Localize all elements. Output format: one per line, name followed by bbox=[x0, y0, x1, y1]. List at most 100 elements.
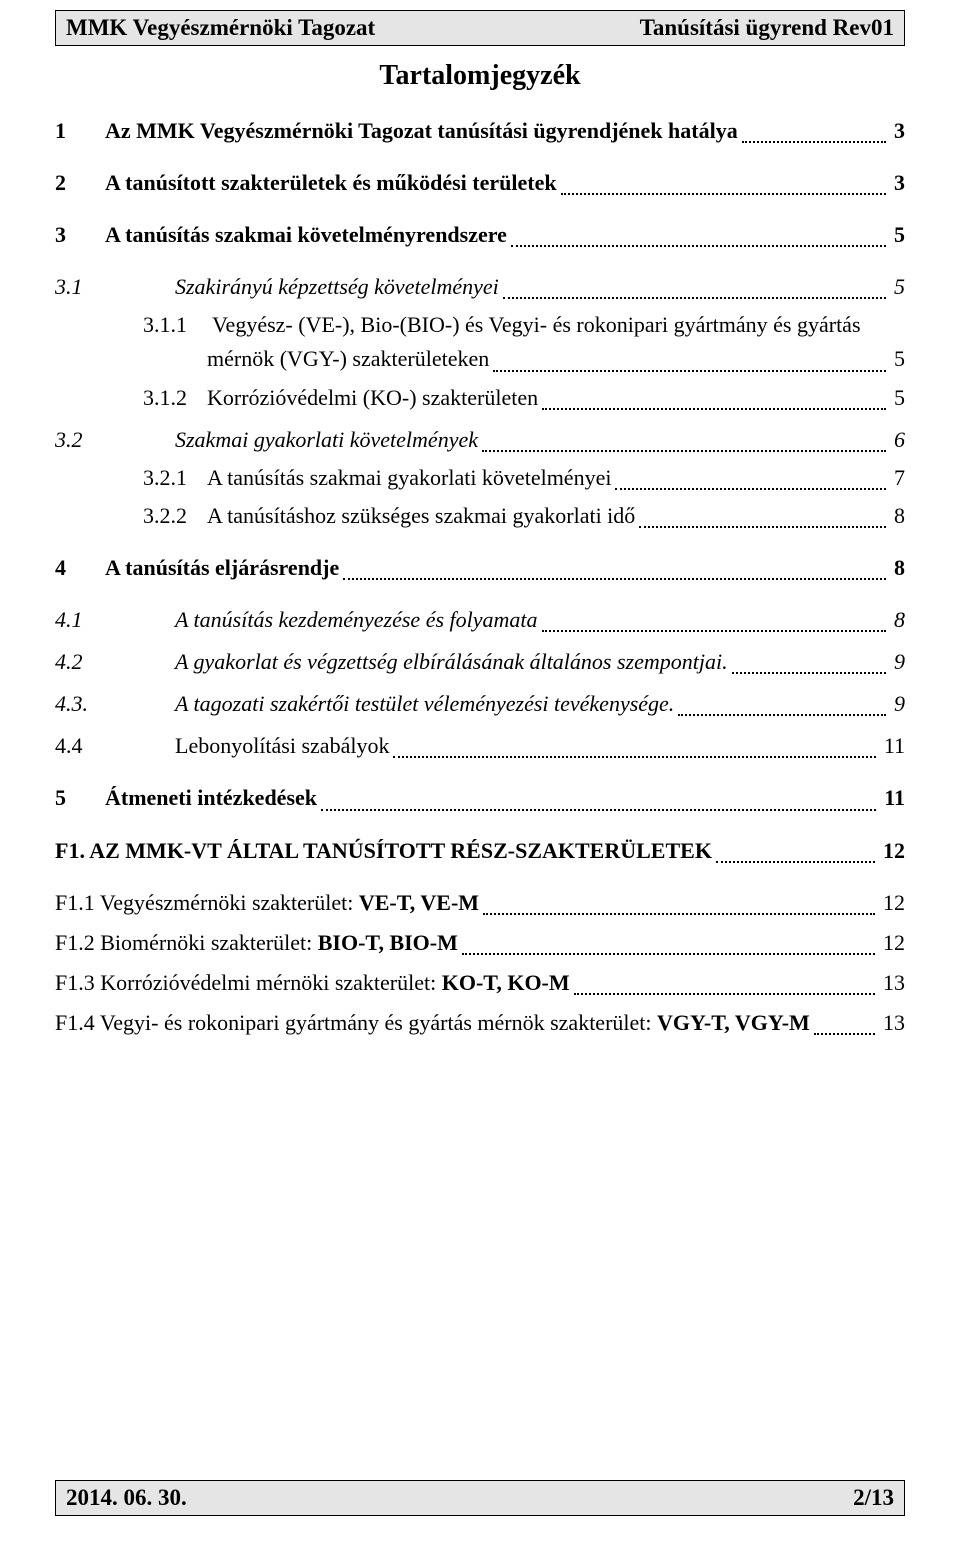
toc-number: 3.2.2 bbox=[143, 499, 207, 533]
toc-label: Szakmai gyakorlati követelmények bbox=[175, 423, 478, 457]
toc-page: 11 bbox=[880, 729, 905, 763]
toc-page: 5 bbox=[890, 270, 905, 304]
appendix-bold: BIO-T, BIO-M bbox=[318, 930, 458, 955]
appendix-label: F1.4 Vegyi- és rokonipari gyártmány és g… bbox=[55, 1006, 810, 1040]
toc-page: 13 bbox=[879, 966, 905, 1000]
toc-number: 3.1.2 bbox=[143, 381, 207, 415]
appendix-bold: VE-T, VE-M bbox=[359, 890, 479, 915]
toc-entry-3-1: 3.1 Szakirányú képzettség követelményei … bbox=[55, 270, 905, 304]
toc-label: A tanúsítás kezdeményezése és folyamata bbox=[175, 603, 538, 637]
toc-number: 3 bbox=[55, 218, 105, 252]
toc-leader bbox=[482, 450, 886, 452]
toc-page: 12 bbox=[879, 886, 905, 920]
toc-entry-3-2-2: 3.2.2 A tanúsításhoz szükséges szakmai g… bbox=[55, 499, 905, 533]
page: MMK Vegyészmérnöki Tagozat Tanúsítási üg… bbox=[0, 0, 960, 1554]
toc-label: Az MMK Vegyészmérnöki Tagozat tanúsítási… bbox=[105, 114, 738, 148]
toc-page: 12 bbox=[879, 834, 905, 868]
toc-leader bbox=[462, 953, 875, 955]
toc-page: 5 bbox=[890, 342, 905, 376]
toc-label: Lebonyolítási szabályok bbox=[175, 729, 389, 763]
toc-label: Átmeneti intézkedések bbox=[105, 781, 317, 815]
appendix-f1: F1. AZ MMK-VT ÁLTAL TANÚSÍTOTT RÉSZ-SZAK… bbox=[55, 834, 905, 868]
toc-entry-2: 2 A tanúsított szakterületek és működési… bbox=[55, 166, 905, 200]
toc-number: 4.3. bbox=[55, 687, 175, 721]
toc-leader bbox=[393, 756, 875, 758]
footer-date: 2014. 06. 30. bbox=[66, 1485, 187, 1511]
toc-leader bbox=[639, 526, 886, 528]
toc-leader bbox=[574, 993, 875, 995]
toc-number: 5 bbox=[55, 781, 105, 815]
toc-label: mérnök (VGY-) szakterületeken bbox=[207, 342, 489, 376]
toc-leader bbox=[321, 809, 876, 811]
toc-label: Szakirányú képzettség követelményei bbox=[175, 270, 499, 304]
toc-entry-4-2: 4.2 A gyakorlat és végzettség elbírálásá… bbox=[55, 645, 905, 679]
toc-number: 3.2.1 bbox=[143, 461, 207, 495]
toc-leader bbox=[511, 245, 886, 247]
appendix-prefix: F1.3 Korrózióvédelmi mérnöki szakterület… bbox=[55, 970, 442, 995]
appendix-bold: VGY-T, VGY-M bbox=[657, 1010, 810, 1035]
toc-page: 3 bbox=[890, 114, 905, 148]
appendix-label: F1. AZ MMK-VT ÁLTAL TANÚSÍTOTT RÉSZ-SZAK… bbox=[55, 834, 712, 868]
toc-entry-3: 3 A tanúsítás szakmai követelményrendsze… bbox=[55, 218, 905, 252]
appendix-f1-3: F1.3 Korrózióvédelmi mérnöki szakterület… bbox=[55, 966, 905, 1000]
toc-entry-4-4: 4.4 Lebonyolítási szabályok 11 bbox=[55, 729, 905, 763]
toc-leader bbox=[343, 578, 886, 580]
toc-leader bbox=[678, 714, 886, 716]
toc-number: 3.1 bbox=[55, 270, 175, 304]
toc-leader bbox=[742, 141, 886, 143]
toc-leader bbox=[732, 672, 886, 674]
toc-entry-3-1-1: 3.1.1 Vegyész- (VE-), Bio-(BIO-) és Vegy… bbox=[55, 308, 905, 376]
toc-page: 8 bbox=[890, 603, 905, 637]
toc-number: 2 bbox=[55, 166, 105, 200]
appendix-prefix: F1.4 Vegyi- és rokonipari gyártmány és g… bbox=[55, 1010, 657, 1035]
toc-leader bbox=[542, 408, 886, 410]
page-footer: 2014. 06. 30. 2/13 bbox=[55, 1480, 905, 1516]
toc-leader bbox=[615, 488, 886, 490]
toc-leader bbox=[483, 913, 875, 915]
appendix-label: F1.1 Vegyészmérnöki szakterület: VE-T, V… bbox=[55, 886, 479, 920]
page-header: MMK Vegyészmérnöki Tagozat Tanúsítási üg… bbox=[55, 10, 905, 46]
toc-number: 4.1 bbox=[55, 603, 175, 637]
header-right: Tanúsítási ügyrend Rev01 bbox=[640, 15, 894, 41]
toc-entry-4-1: 4.1 A tanúsítás kezdeményezése és folyam… bbox=[55, 603, 905, 637]
toc-leader bbox=[814, 1033, 875, 1035]
toc-entry-1: 1 Az MMK Vegyészmérnöki Tagozat tanúsítá… bbox=[55, 114, 905, 148]
toc-leader bbox=[542, 630, 886, 632]
toc-page: 6 bbox=[890, 423, 905, 457]
appendix-f1-1: F1.1 Vegyészmérnöki szakterület: VE-T, V… bbox=[55, 886, 905, 920]
toc-page: 5 bbox=[890, 218, 905, 252]
toc-page: 5 bbox=[890, 381, 905, 415]
toc-entry-3-2-1: 3.2.1 A tanúsítás szakmai gyakorlati köv… bbox=[55, 461, 905, 495]
toc-page: 7 bbox=[890, 461, 905, 495]
toc-entry-5: 5 Átmeneti intézkedések 11 bbox=[55, 781, 905, 815]
appendix-prefix: F1.1 Vegyészmérnöki szakterület: bbox=[55, 890, 359, 915]
appendix-block: F1. AZ MMK-VT ÁLTAL TANÚSÍTOTT RÉSZ-SZAK… bbox=[55, 834, 905, 1040]
toc-number: 1 bbox=[55, 114, 105, 148]
appendix-f1-4: F1.4 Vegyi- és rokonipari gyártmány és g… bbox=[55, 1006, 905, 1040]
toc-page: 12 bbox=[879, 926, 905, 960]
appendix-label: F1.2 Biomérnöki szakterület: BIO-T, BIO-… bbox=[55, 926, 458, 960]
footer-page-number: 2/13 bbox=[853, 1485, 894, 1511]
toc-label: Korrózióvédelmi (KO-) szakterületen bbox=[207, 381, 538, 415]
toc-label: Vegyész- (VE-), Bio-(BIO-) és Vegyi- és … bbox=[212, 312, 860, 337]
toc-number: 4.4 bbox=[55, 729, 175, 763]
appendix-bold: KO-T, KO-M bbox=[442, 970, 570, 995]
toc-number: 3.1.1 bbox=[143, 308, 207, 342]
appendix-f1-2: F1.2 Biomérnöki szakterület: BIO-T, BIO-… bbox=[55, 926, 905, 960]
toc-label: A tanúsítás szakmai gyakorlati követelmé… bbox=[207, 461, 611, 495]
toc-entry-3-2: 3.2 Szakmai gyakorlati követelmények 6 bbox=[55, 423, 905, 457]
toc-page: 9 bbox=[890, 687, 905, 721]
toc-page: 9 bbox=[890, 645, 905, 679]
toc-entry-3-1-2: 3.1.2 Korrózióvédelmi (KO-) szakterülete… bbox=[55, 381, 905, 415]
toc-page: 3 bbox=[890, 166, 905, 200]
header-left: MMK Vegyészmérnöki Tagozat bbox=[66, 15, 375, 41]
toc-page: 8 bbox=[890, 551, 905, 585]
toc-label: A tagozati szakértői testület véleményez… bbox=[175, 687, 674, 721]
toc-label: A tanúsított szakterületek és működési t… bbox=[105, 166, 557, 200]
toc-entry-4-3: 4.3. A tagozati szakértői testület vélem… bbox=[55, 687, 905, 721]
toc-label: A tanúsításhoz szükséges szakmai gyakorl… bbox=[207, 499, 635, 533]
toc-number: 3.2 bbox=[55, 423, 175, 457]
toc-label: A gyakorlat és végzettség elbírálásának … bbox=[175, 645, 728, 679]
appendix-prefix: F1.2 Biomérnöki szakterület: bbox=[55, 930, 318, 955]
toc-number: 4 bbox=[55, 551, 105, 585]
